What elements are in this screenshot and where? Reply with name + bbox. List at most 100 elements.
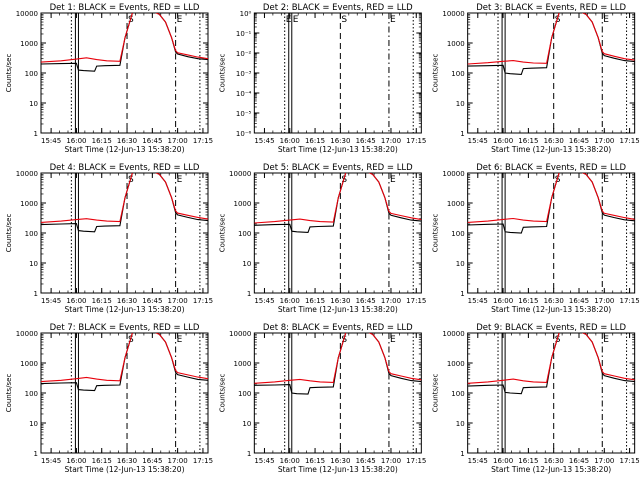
x-tick-label: 16:15 [305, 297, 325, 305]
x-tick-label: 17:00 [381, 457, 401, 465]
x-tick-label: 16:00 [493, 297, 513, 305]
x-tick-label: 15:45 [254, 457, 274, 465]
plot-frame [253, 12, 422, 134]
y-tick-label: 10000 [16, 10, 38, 18]
detector-panel-5: Det 5: BLACK = Events, RED = LLD 1 10 100 10… [218, 163, 426, 314]
x-tick-label: 16:45 [142, 297, 162, 305]
detector-panel-3: Det 3: BLACK = Events, RED = LLD 1 10 100 10… [432, 3, 640, 154]
series-line-events [254, 333, 422, 395]
y-tick-label: 10 [29, 420, 38, 428]
marker-label: E [603, 335, 609, 345]
marker-label: E [390, 175, 396, 185]
y-tick-label: 1000 [20, 200, 38, 208]
y-axis-label: Counts/sec [432, 54, 440, 93]
plot-frame [467, 12, 636, 134]
x-tick-label: 15:45 [41, 297, 61, 305]
y-axis-label: Counts/sec [5, 374, 13, 413]
y-tick-label: 100 [238, 390, 251, 398]
marker-label: S [128, 175, 134, 185]
plot-frame [467, 172, 636, 294]
x-tick-label: 15:45 [468, 457, 488, 465]
y-tick-label: 10 [456, 100, 465, 108]
y-tick-label: 100 [25, 390, 38, 398]
y-tick-label: 1 [34, 290, 38, 298]
y-tick-label: 100 [238, 230, 251, 238]
y-tick-label: 100 [25, 230, 38, 238]
series-line-lld [254, 333, 422, 384]
x-tick-label: 17:15 [620, 297, 640, 305]
detector-panel-6: Det 6: BLACK = Events, RED = LLD 1 10 100 10… [432, 163, 640, 314]
plot-frame [40, 172, 209, 294]
plot-frame [40, 12, 209, 134]
x-tick-label: 15:45 [468, 137, 488, 145]
marker-label: E [177, 335, 183, 345]
y-axis-label: Counts/sec [218, 374, 226, 413]
x-tick-label: 17:00 [594, 137, 614, 145]
y-tick-label: 100 [25, 70, 38, 78]
marker-label: S [128, 335, 134, 345]
series-line-lld [467, 13, 635, 65]
series-line-events [467, 173, 635, 234]
y-tick-label: 10⁻⁴ [236, 90, 252, 98]
x-tick-label: 16:45 [356, 297, 376, 305]
detector-panel-1: Det 1: BLACK = Events, RED = LLD 1 10 100 10… [5, 3, 213, 154]
series-line-lld [41, 173, 208, 223]
panel-title: Det 6: BLACK = Events, RED = LLD [476, 163, 626, 173]
x-tick-label: 15:45 [41, 457, 61, 465]
x-axis-label: Start Time (12-Jun-13 15:38:20) [65, 465, 185, 474]
series-line-events [467, 333, 635, 395]
marker-label: S [341, 15, 347, 25]
x-tick-label: 16:15 [305, 457, 325, 465]
marker-label: E [177, 15, 183, 25]
series-line-events [41, 173, 208, 233]
x-tick-label: 15:45 [254, 297, 274, 305]
x-tick-label: 17:00 [381, 297, 401, 305]
x-tick-label: 16:45 [142, 137, 162, 145]
x-tick-label: 16:30 [330, 137, 350, 145]
x-tick-label: 16:15 [518, 457, 538, 465]
x-tick-label: 16:45 [569, 457, 589, 465]
panel-title: Det 5: BLACK = Events, RED = LLD [263, 163, 413, 173]
x-tick-label: 17:00 [168, 457, 188, 465]
x-tick-label: 17:15 [406, 297, 426, 305]
y-tick-label: 10 [242, 260, 251, 268]
x-tick-label: 17:15 [193, 457, 213, 465]
y-tick-label: 10000 [229, 330, 251, 338]
x-tick-label: 16:30 [117, 297, 137, 305]
x-tick-label: 16:45 [356, 137, 376, 145]
plot-frame [467, 332, 636, 454]
marker-label: S [555, 335, 561, 345]
x-tick-label: 17:00 [594, 457, 614, 465]
x-tick-label: 16:15 [92, 297, 112, 305]
x-tick-label: 16:30 [544, 297, 564, 305]
y-tick-label: 10000 [442, 170, 464, 178]
y-tick-label: 100 [451, 390, 464, 398]
y-tick-label: 10⁻³ [236, 70, 252, 78]
detector-panel-4: Det 4: BLACK = Events, RED = LLD 1 10 100 10… [5, 163, 213, 314]
marker-label: S [555, 175, 561, 185]
panel-title: Det 4: BLACK = Events, RED = LLD [50, 163, 200, 173]
detector-panel-2: Det 2: BLACK = Events, RED = LLD 10⁻⁶ 10⁻⁵… [218, 3, 426, 154]
y-tick-label: 10000 [16, 330, 38, 338]
series-line-events [467, 13, 635, 75]
x-tick-label: 17:15 [193, 297, 213, 305]
x-tick-label: 16:30 [117, 457, 137, 465]
x-axis-label: Start Time (12-Jun-13 15:38:20) [65, 305, 185, 314]
panel-title: Det 1: BLACK = Events, RED = LLD [50, 3, 200, 13]
y-tick-label: 10⁻⁵ [236, 110, 252, 118]
marker-label: E [177, 175, 183, 185]
y-tick-label: 1000 [447, 40, 465, 48]
x-tick-label: 16:45 [569, 297, 589, 305]
x-tick-label: 17:00 [594, 297, 614, 305]
x-axis-label: Start Time (12-Jun-13 15:38:20) [491, 305, 611, 314]
y-tick-label: 10000 [442, 330, 464, 338]
y-tick-label: 10⁻¹ [236, 30, 252, 38]
marker-label: E [293, 15, 299, 25]
y-tick-label: 100 [451, 70, 464, 78]
x-tick-label: 16:15 [92, 457, 112, 465]
plot-frame [253, 172, 422, 294]
x-tick-label: 17:15 [406, 457, 426, 465]
x-tick-label: 16:00 [66, 297, 86, 305]
